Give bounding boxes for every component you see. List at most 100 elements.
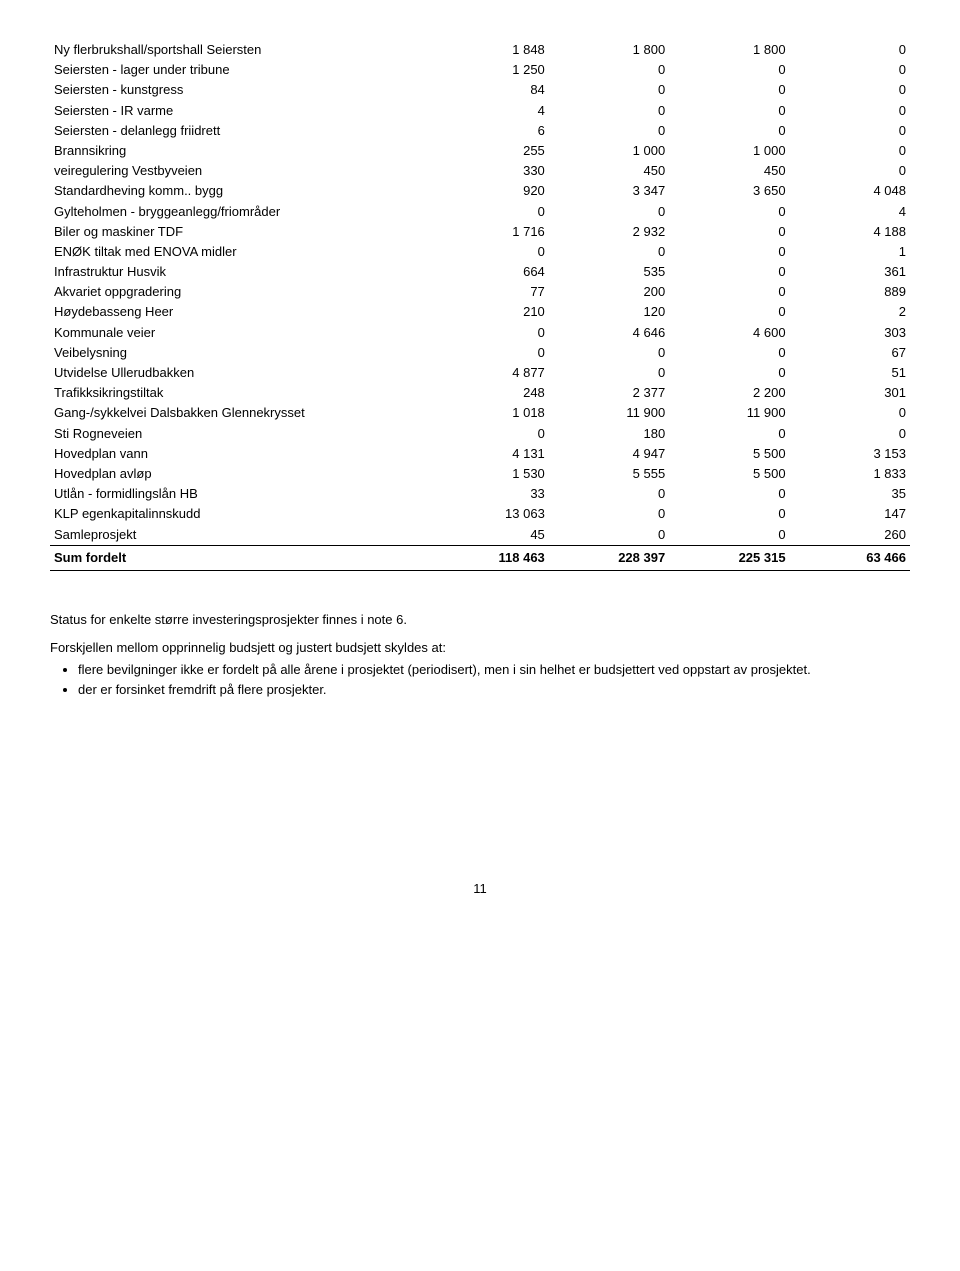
row-c1: 77 — [428, 282, 548, 302]
table-row: Hovedplan avløp1 5305 5555 5001 833 — [50, 464, 910, 484]
row-c3: 1 800 — [669, 40, 789, 60]
row-c4: 0 — [790, 424, 910, 444]
table-row: Sti Rogneveien018000 — [50, 424, 910, 444]
row-c2: 0 — [549, 484, 669, 504]
sum-c1: 118 463 — [428, 545, 548, 570]
row-c4: 0 — [790, 80, 910, 100]
row-c4: 3 153 — [790, 444, 910, 464]
row-c2: 0 — [549, 80, 669, 100]
row-c1: 6 — [428, 121, 548, 141]
sum-row: Sum fordelt 118 463 228 397 225 315 63 4… — [50, 545, 910, 570]
row-label: Veibelysning — [50, 343, 428, 363]
row-c4: 4 — [790, 202, 910, 222]
row-label: Sti Rogneveien — [50, 424, 428, 444]
row-c3: 0 — [669, 121, 789, 141]
row-c2: 120 — [549, 302, 669, 322]
table-row: Høydebasseng Heer21012002 — [50, 302, 910, 322]
table-row: Utvidelse Ullerudbakken4 8770051 — [50, 363, 910, 383]
row-c2: 180 — [549, 424, 669, 444]
row-c3: 11 900 — [669, 403, 789, 423]
row-c1: 1 250 — [428, 60, 548, 80]
table-row: Brannsikring2551 0001 0000 — [50, 141, 910, 161]
row-c2: 1 800 — [549, 40, 669, 60]
table-row: Gylteholmen - bryggeanlegg/friområder000… — [50, 202, 910, 222]
row-c2: 200 — [549, 282, 669, 302]
row-c3: 0 — [669, 343, 789, 363]
row-c1: 1 716 — [428, 222, 548, 242]
row-c1: 210 — [428, 302, 548, 322]
table-row: Akvariet oppgradering772000889 — [50, 282, 910, 302]
row-c4: 147 — [790, 504, 910, 524]
row-c4: 303 — [790, 323, 910, 343]
table-row: Hovedplan vann4 1314 9475 5003 153 — [50, 444, 910, 464]
row-c4: 361 — [790, 262, 910, 282]
row-c3: 450 — [669, 161, 789, 181]
row-c1: 1 848 — [428, 40, 548, 60]
row-c1: 13 063 — [428, 504, 548, 524]
sum-c4: 63 466 — [790, 545, 910, 570]
row-c1: 84 — [428, 80, 548, 100]
row-c3: 0 — [669, 262, 789, 282]
row-c3: 0 — [669, 282, 789, 302]
table-row: ENØK tiltak med ENOVA midler0001 — [50, 242, 910, 262]
row-label: Kommunale veier — [50, 323, 428, 343]
table-row: Samleprosjekt4500260 — [50, 525, 910, 546]
row-label: Gylteholmen - bryggeanlegg/friområder — [50, 202, 428, 222]
row-c2: 2 377 — [549, 383, 669, 403]
table-row: veiregulering Vestbyveien3304504500 — [50, 161, 910, 181]
row-c3: 0 — [669, 80, 789, 100]
row-label: Akvariet oppgradering — [50, 282, 428, 302]
row-c2: 0 — [549, 343, 669, 363]
row-label: Utlån - formidlingslån HB — [50, 484, 428, 504]
row-c2: 0 — [549, 60, 669, 80]
row-label: Trafikksikringstiltak — [50, 383, 428, 403]
row-label: Utvidelse Ullerudbakken — [50, 363, 428, 383]
row-c4: 2 — [790, 302, 910, 322]
row-c3: 0 — [669, 363, 789, 383]
row-label: Seiersten - kunstgress — [50, 80, 428, 100]
row-c3: 0 — [669, 484, 789, 504]
row-c4: 0 — [790, 403, 910, 423]
row-c4: 301 — [790, 383, 910, 403]
row-c4: 0 — [790, 60, 910, 80]
row-c2: 0 — [549, 101, 669, 121]
row-c2: 0 — [549, 121, 669, 141]
row-label: Høydebasseng Heer — [50, 302, 428, 322]
row-c1: 248 — [428, 383, 548, 403]
row-c2: 5 555 — [549, 464, 669, 484]
row-c2: 0 — [549, 504, 669, 524]
row-label: Ny flerbrukshall/sportshall Seiersten — [50, 40, 428, 60]
row-c3: 0 — [669, 504, 789, 524]
row-c1: 255 — [428, 141, 548, 161]
row-c4: 0 — [790, 40, 910, 60]
table-row: Utlån - formidlingslån HB330035 — [50, 484, 910, 504]
row-c4: 0 — [790, 141, 910, 161]
row-c4: 1 — [790, 242, 910, 262]
reason-list: flere bevilgninger ikke er fordelt på al… — [50, 661, 910, 699]
row-label: Gang-/sykkelvei Dalsbakken Glennekrysset — [50, 403, 428, 423]
row-label: Brannsikring — [50, 141, 428, 161]
row-c4: 35 — [790, 484, 910, 504]
row-c3: 2 200 — [669, 383, 789, 403]
table-row: Gang-/sykkelvei Dalsbakken Glennekrysset… — [50, 403, 910, 423]
row-c4: 51 — [790, 363, 910, 383]
reason-item-1: flere bevilgninger ikke er fordelt på al… — [78, 661, 910, 679]
row-c2: 450 — [549, 161, 669, 181]
row-c3: 3 650 — [669, 181, 789, 201]
row-c3: 5 500 — [669, 444, 789, 464]
row-label: Hovedplan avløp — [50, 464, 428, 484]
row-c2: 2 932 — [549, 222, 669, 242]
row-c2: 11 900 — [549, 403, 669, 423]
row-c3: 0 — [669, 525, 789, 546]
row-c1: 0 — [428, 343, 548, 363]
row-c4: 260 — [790, 525, 910, 546]
row-c2: 535 — [549, 262, 669, 282]
row-c1: 4 877 — [428, 363, 548, 383]
row-label: Seiersten - IR varme — [50, 101, 428, 121]
row-c1: 1 018 — [428, 403, 548, 423]
row-c2: 0 — [549, 242, 669, 262]
row-c2: 1 000 — [549, 141, 669, 161]
row-c4: 0 — [790, 101, 910, 121]
row-c1: 0 — [428, 242, 548, 262]
row-c2: 0 — [549, 525, 669, 546]
